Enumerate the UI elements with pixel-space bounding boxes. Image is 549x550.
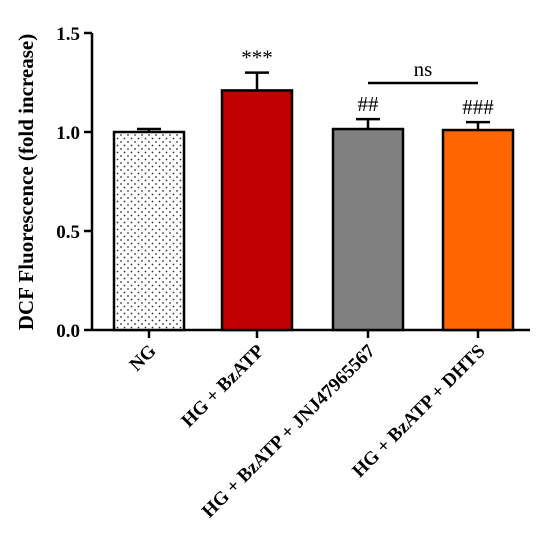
significance-label: ## <box>358 92 380 116</box>
y-tick-label: 1.0 <box>56 123 80 144</box>
significance-label: ### <box>462 95 494 119</box>
bar <box>112 130 186 332</box>
category-label: HG + BzATP <box>178 340 269 431</box>
category-label: HG + BzATP + JNJ47965567 <box>198 340 380 522</box>
plot-area: 0.0 0.5 1.0 1.5 NG *** HG + BzATP ## HG + BzATP … <box>56 24 530 522</box>
y-axis-title: DCF Fluorescence (fold increase) <box>14 34 38 330</box>
category-label: NG <box>126 341 161 376</box>
y-axis-title-group: DCF Fluorescence (fold increase) <box>14 34 38 330</box>
y-tick-label: 0.0 <box>56 321 80 342</box>
significance-label: *** <box>241 46 273 70</box>
y-tick-label: 0.5 <box>56 222 80 243</box>
bar <box>331 127 405 332</box>
bracket-label: ns <box>414 57 433 81</box>
y-tick-label: 1.5 <box>56 24 80 45</box>
bar <box>220 89 294 332</box>
bar <box>441 128 515 332</box>
